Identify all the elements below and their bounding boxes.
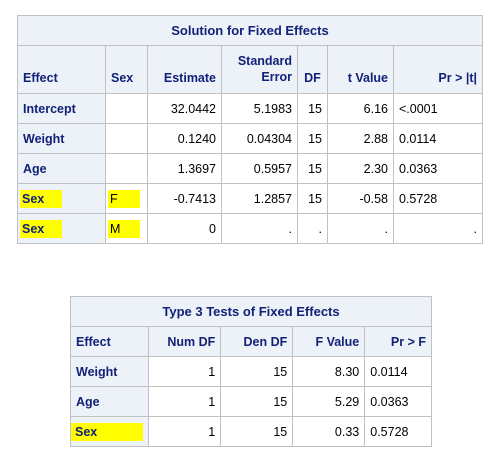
row-f-value: 0.33 — [292, 416, 366, 447]
header-standard-error-line1: Standard — [237, 54, 292, 68]
highlight-mark: M — [108, 219, 141, 238]
table-row: Sex F -0.7413 1.2857 15 -0.58 0.5728 — [17, 183, 483, 214]
highlight-mark: Sex — [71, 422, 144, 441]
row-t-value: 2.88 — [327, 123, 394, 154]
header-num-df: Num DF — [148, 326, 222, 357]
row-pr: 0.5728 — [393, 183, 483, 214]
row-pr: 0.0363 — [364, 386, 432, 417]
table-caption: Solution for Fixed Effects — [17, 15, 483, 46]
row-estimate: 0.1240 — [147, 123, 222, 154]
row-num-df: 1 — [148, 356, 222, 387]
row-den-df: 15 — [220, 356, 294, 387]
header-den-df: Den DF — [220, 326, 294, 357]
row-standard-error: 1.2857 — [221, 183, 298, 214]
table-row: Age 1 15 5.29 0.0363 — [69, 386, 432, 417]
row-effect-highlighted: Sex — [69, 416, 150, 447]
row-df: 15 — [297, 183, 328, 214]
row-t-value: 6.16 — [327, 93, 394, 124]
header-sex: Sex — [105, 45, 148, 94]
row-pr: 0.0363 — [393, 153, 483, 184]
header-standard-error: Standard Error — [221, 45, 298, 94]
row-effect: Weight — [17, 123, 106, 154]
highlight-mark: Sex — [20, 189, 63, 208]
row-t-value: 2.30 — [327, 153, 394, 184]
row-pr: 0.5728 — [364, 416, 432, 447]
row-effect: Age — [17, 153, 106, 184]
row-sex — [105, 153, 148, 184]
header-effect: Effect — [17, 45, 106, 94]
row-effect: Weight — [69, 356, 150, 387]
header-pr-t: Pr > |t| — [393, 45, 483, 94]
row-standard-error: . — [221, 213, 298, 244]
highlight-mark: F — [108, 189, 140, 208]
row-f-value: 8.30 — [292, 356, 366, 387]
header-df: DF — [297, 45, 328, 94]
table-row: Intercept 32.0442 5.1983 15 6.16 <.0001 — [17, 93, 483, 124]
row-effect: Intercept — [17, 93, 106, 124]
type3-tests-table: Type 3 Tests of Fixed Effects Effect Num… — [69, 296, 432, 447]
row-effect-highlighted: Sex — [17, 213, 106, 244]
table-row: Age 1.3697 0.5957 15 2.30 0.0363 — [17, 153, 483, 184]
row-den-df: 15 — [220, 386, 294, 417]
row-estimate: 1.3697 — [147, 153, 222, 184]
row-df: 15 — [297, 123, 328, 154]
row-num-df: 1 — [148, 386, 222, 417]
row-effect-highlighted: Sex — [17, 183, 106, 214]
row-num-df: 1 — [148, 416, 222, 447]
table-caption: Type 3 Tests of Fixed Effects — [70, 296, 432, 327]
row-t-value: . — [327, 213, 394, 244]
row-standard-error: 0.04304 — [221, 123, 298, 154]
header-estimate: Estimate — [147, 45, 222, 94]
row-estimate: 32.0442 — [147, 93, 222, 124]
header-pr-f: Pr > F — [364, 326, 432, 357]
row-standard-error: 5.1983 — [221, 93, 298, 124]
row-estimate: 0 — [147, 213, 222, 244]
row-sex — [105, 93, 148, 124]
row-df: 15 — [297, 93, 328, 124]
row-df: 15 — [297, 153, 328, 184]
row-pr: 0.0114 — [364, 356, 432, 387]
highlight-mark: Sex — [20, 219, 63, 238]
table-row: Sex 1 15 0.33 0.5728 — [69, 416, 432, 447]
row-pr: 0.0114 — [393, 123, 483, 154]
table-row: Weight 1 15 8.30 0.0114 — [69, 356, 432, 387]
row-sex-highlighted: F — [105, 183, 148, 214]
row-estimate: -0.7413 — [147, 183, 222, 214]
fixed-effects-table: Solution for Fixed Effects Effect Sex Es… — [17, 15, 483, 244]
header-effect: Effect — [69, 326, 150, 357]
row-den-df: 15 — [220, 416, 294, 447]
row-standard-error: 0.5957 — [221, 153, 298, 184]
row-pr: <.0001 — [393, 93, 483, 124]
row-f-value: 5.29 — [292, 386, 366, 417]
row-t-value: -0.58 — [327, 183, 394, 214]
row-df: . — [297, 213, 328, 244]
header-t-value: t Value — [327, 45, 394, 94]
row-effect: Age — [69, 386, 150, 417]
header-standard-error-line2: Error — [261, 70, 292, 84]
header-f-value: F Value — [292, 326, 366, 357]
row-sex-highlighted: M — [105, 213, 148, 244]
row-pr: . — [393, 213, 483, 244]
row-sex — [105, 123, 148, 154]
table-row: Sex M 0 . . . . — [17, 213, 483, 244]
table-row: Weight 0.1240 0.04304 15 2.88 0.0114 — [17, 123, 483, 154]
